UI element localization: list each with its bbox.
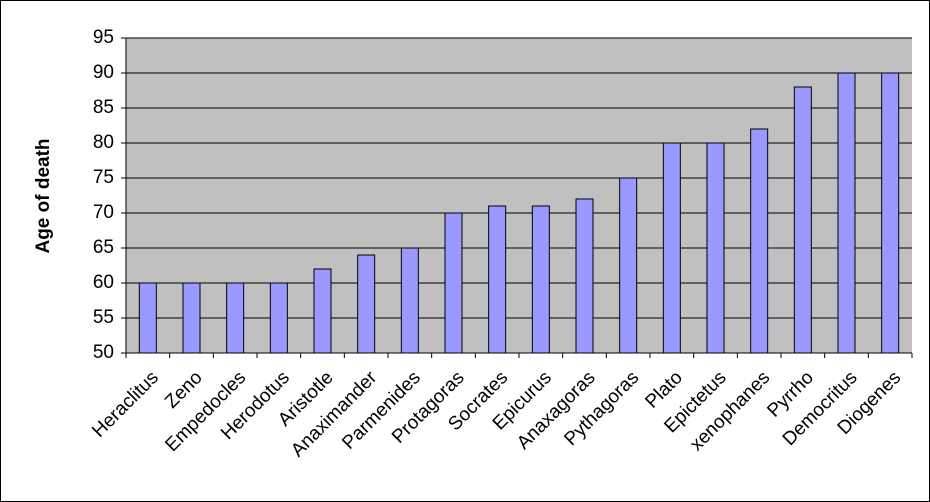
bar	[881, 72, 900, 354]
y-axis-label: Age of death	[33, 138, 54, 253]
bar	[269, 282, 288, 354]
bar	[531, 205, 550, 354]
bar	[793, 86, 812, 354]
y-tick-label: 65	[93, 237, 114, 258]
bar	[226, 282, 245, 354]
plot-area	[126, 38, 912, 353]
y-tick-label: 85	[93, 97, 114, 118]
y-tick-label: 80	[93, 132, 114, 153]
y-tick-label: 95	[93, 27, 114, 48]
bar	[619, 177, 638, 354]
bar	[357, 254, 376, 354]
bar	[837, 72, 856, 354]
bar	[750, 128, 769, 354]
bar	[138, 282, 157, 354]
bar	[706, 142, 725, 354]
y-tick-label: 50	[93, 342, 114, 363]
bar	[400, 247, 419, 354]
y-tick-label: 60	[93, 272, 114, 293]
bar	[488, 205, 507, 354]
bar	[575, 198, 594, 354]
y-tick-label: 75	[93, 167, 114, 188]
bar	[444, 212, 463, 354]
bar	[313, 268, 332, 354]
bar	[662, 142, 681, 354]
bar	[182, 282, 201, 354]
y-tick-label: 55	[93, 307, 114, 328]
y-tick-label: 70	[93, 202, 114, 223]
y-tick-label: 90	[93, 62, 114, 83]
